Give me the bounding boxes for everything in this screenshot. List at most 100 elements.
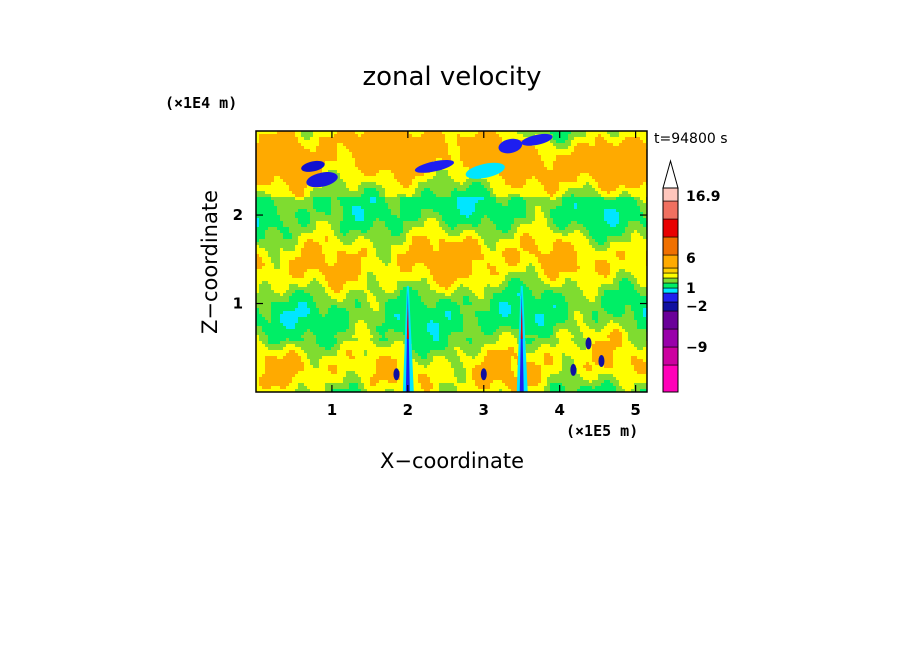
field-cell: [613, 230, 617, 234]
field-cell: [355, 194, 359, 198]
field-cell: [496, 140, 500, 144]
field-cell: [430, 179, 434, 183]
field-cell: [604, 233, 608, 237]
field-cell: [256, 239, 260, 243]
field-cell: [331, 185, 335, 189]
field-cell: [298, 173, 302, 177]
field-cell: [478, 155, 482, 159]
field-cell: [433, 131, 437, 135]
field-cell: [364, 224, 368, 228]
field-cell: [640, 140, 644, 144]
field-cell: [571, 185, 575, 189]
field-cell: [397, 143, 401, 147]
field-cell: [631, 182, 635, 186]
field-cell: [274, 152, 278, 156]
field-cell: [517, 200, 521, 204]
field-cell: [568, 242, 572, 246]
field-cell: [316, 131, 320, 135]
field-cell: [328, 212, 332, 216]
field-cell: [424, 146, 428, 150]
field-cell: [280, 209, 284, 213]
field-cell: [484, 203, 488, 207]
field-cell: [589, 212, 593, 216]
field-cell: [379, 179, 383, 183]
field-cell: [604, 158, 608, 162]
field-cell: [445, 221, 449, 225]
field-cell: [265, 188, 269, 192]
field-cell: [592, 167, 596, 171]
field-cell: [583, 221, 587, 225]
field-cell: [340, 173, 344, 177]
field-cell: [460, 218, 464, 222]
field-cell: [397, 161, 401, 165]
field-cell: [475, 206, 479, 210]
field-cell: [574, 203, 578, 207]
field-cell: [289, 227, 293, 231]
field-cell: [385, 137, 389, 141]
field-cell: [628, 188, 632, 192]
field-cell: [316, 200, 320, 204]
field-cell: [349, 185, 353, 189]
field-cell: [346, 233, 350, 237]
field-cell: [550, 203, 554, 207]
field-cell: [499, 158, 503, 162]
field-cell: [460, 155, 464, 159]
field-cell: [367, 161, 371, 165]
field-cell: [304, 194, 308, 198]
field-cell: [466, 134, 470, 138]
field-cell: [610, 131, 614, 135]
field-cell: [499, 185, 503, 189]
field-cell: [463, 167, 467, 171]
field-cell: [325, 218, 329, 222]
field-cell: [448, 158, 452, 162]
field-cell: [559, 188, 563, 192]
field-cell: [379, 236, 383, 240]
field-cell: [322, 131, 326, 135]
field-cell: [637, 236, 641, 240]
field-cell: [595, 227, 599, 231]
field-cell: [373, 194, 377, 198]
field-cell: [571, 236, 575, 240]
field-cell: [484, 188, 488, 192]
field-cell: [559, 182, 563, 186]
field-cell: [562, 221, 566, 225]
field-cell: [568, 152, 572, 156]
field-cell: [499, 233, 503, 237]
field-cell: [478, 146, 482, 150]
field-cell: [472, 134, 476, 138]
field-cell: [583, 173, 587, 177]
field-cell: [409, 152, 413, 156]
field-cell: [544, 194, 548, 198]
field-cell: [391, 173, 395, 177]
field-cell: [358, 179, 362, 183]
field-cell: [406, 170, 410, 174]
field-cell: [472, 218, 476, 222]
field-cell: [424, 131, 428, 135]
field-cell: [448, 233, 452, 237]
field-cell: [397, 209, 401, 213]
field-cell: [571, 152, 575, 156]
field-cell: [385, 161, 389, 165]
field-cell: [286, 197, 290, 201]
field-cell: [568, 233, 572, 237]
field-cell: [592, 194, 596, 198]
field-cell: [391, 149, 395, 153]
field-cell: [577, 179, 581, 183]
field-cell: [286, 239, 290, 243]
field-cell: [529, 233, 533, 237]
field-cell: [406, 143, 410, 147]
field-cell: [397, 173, 401, 177]
field-cell: [451, 188, 455, 192]
field-cell: [277, 158, 281, 162]
field-cell: [595, 146, 599, 150]
field-cell: [262, 179, 266, 183]
field-cell: [562, 191, 566, 195]
field-cell: [583, 233, 587, 237]
field-cell: [334, 134, 338, 138]
field-cell: [430, 209, 434, 213]
field-cell: [400, 143, 404, 147]
field-cell: [550, 155, 554, 159]
field-cell: [478, 209, 482, 213]
field-cell: [592, 203, 596, 207]
field-cell: [625, 227, 629, 231]
